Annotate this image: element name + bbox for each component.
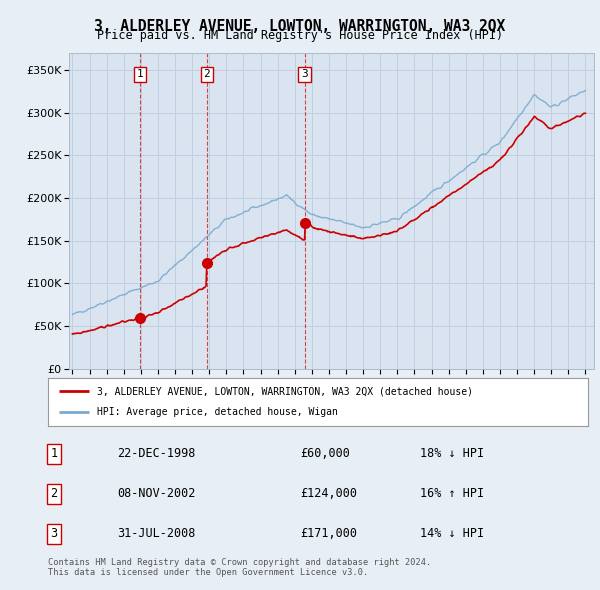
Text: 16% ↑ HPI: 16% ↑ HPI (420, 487, 484, 500)
Text: £171,000: £171,000 (300, 527, 357, 540)
Text: 2: 2 (203, 70, 210, 80)
Text: Contains HM Land Registry data © Crown copyright and database right 2024.
This d: Contains HM Land Registry data © Crown c… (48, 558, 431, 577)
Text: 3: 3 (50, 527, 58, 540)
Text: 3, ALDERLEY AVENUE, LOWTON, WARRINGTON, WA3 2QX: 3, ALDERLEY AVENUE, LOWTON, WARRINGTON, … (94, 19, 506, 34)
Text: 3, ALDERLEY AVENUE, LOWTON, WARRINGTON, WA3 2QX (detached house): 3, ALDERLEY AVENUE, LOWTON, WARRINGTON, … (97, 386, 473, 396)
Text: 08-NOV-2002: 08-NOV-2002 (117, 487, 196, 500)
Text: 14% ↓ HPI: 14% ↓ HPI (420, 527, 484, 540)
Text: 18% ↓ HPI: 18% ↓ HPI (420, 447, 484, 460)
Text: £124,000: £124,000 (300, 487, 357, 500)
Text: 22-DEC-1998: 22-DEC-1998 (117, 447, 196, 460)
Text: 1: 1 (50, 447, 58, 460)
Text: HPI: Average price, detached house, Wigan: HPI: Average price, detached house, Wiga… (97, 408, 337, 418)
Text: 1: 1 (137, 70, 143, 80)
Text: 2: 2 (50, 487, 58, 500)
Text: £60,000: £60,000 (300, 447, 350, 460)
Text: Price paid vs. HM Land Registry's House Price Index (HPI): Price paid vs. HM Land Registry's House … (97, 30, 503, 42)
Text: 3: 3 (301, 70, 308, 80)
Text: 31-JUL-2008: 31-JUL-2008 (117, 527, 196, 540)
